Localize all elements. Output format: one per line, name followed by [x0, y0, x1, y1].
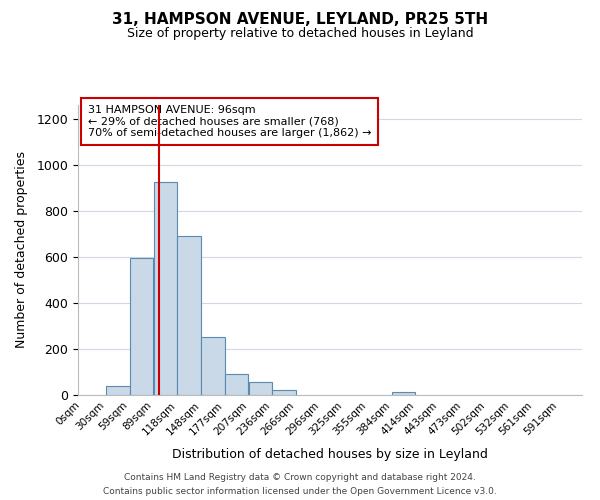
Bar	[177, 236, 200, 395]
Bar	[154, 182, 177, 395]
Bar	[202, 338, 225, 395]
Text: 31, HAMPSON AVENUE, LEYLAND, PR25 5TH: 31, HAMPSON AVENUE, LEYLAND, PR25 5TH	[112, 12, 488, 28]
Bar	[249, 382, 272, 395]
Bar	[392, 392, 415, 395]
Bar	[106, 386, 130, 395]
Bar	[225, 374, 248, 395]
X-axis label: Distribution of detached houses by size in Leyland: Distribution of detached houses by size …	[172, 448, 488, 461]
Text: Contains HM Land Registry data © Crown copyright and database right 2024.: Contains HM Land Registry data © Crown c…	[124, 473, 476, 482]
Bar	[272, 390, 296, 395]
Y-axis label: Number of detached properties: Number of detached properties	[15, 152, 28, 348]
Text: Size of property relative to detached houses in Leyland: Size of property relative to detached ho…	[127, 28, 473, 40]
Bar	[130, 258, 153, 395]
Text: Contains public sector information licensed under the Open Government Licence v3: Contains public sector information licen…	[103, 486, 497, 496]
Text: 31 HAMPSON AVENUE: 96sqm
← 29% of detached houses are smaller (768)
70% of semi-: 31 HAMPSON AVENUE: 96sqm ← 29% of detach…	[88, 105, 371, 138]
